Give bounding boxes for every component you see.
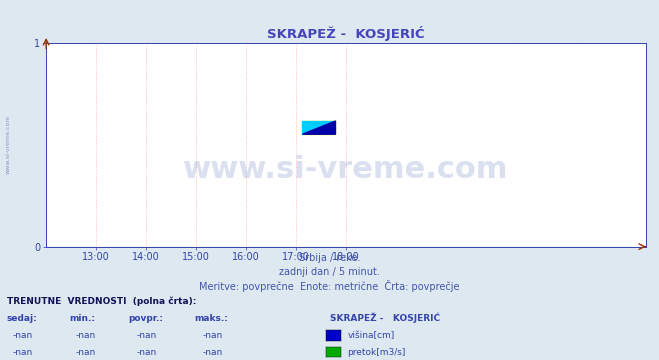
Text: -nan: -nan xyxy=(13,348,33,357)
Text: -nan: -nan xyxy=(76,348,96,357)
Bar xyxy=(302,121,335,134)
Text: Srbija / reke.: Srbija / reke. xyxy=(299,253,360,263)
Text: -nan: -nan xyxy=(136,348,156,357)
Text: -nan: -nan xyxy=(202,348,222,357)
Text: pretok[m3/s]: pretok[m3/s] xyxy=(347,348,406,357)
Text: www.si-vreme.com: www.si-vreme.com xyxy=(5,114,11,174)
Polygon shape xyxy=(302,121,335,134)
Polygon shape xyxy=(302,121,335,134)
Text: -nan: -nan xyxy=(202,331,222,340)
Text: Meritve: povprečne  Enote: metrične  Črta: povprečje: Meritve: povprečne Enote: metrične Črta:… xyxy=(199,280,460,292)
Text: min.:: min.: xyxy=(69,315,95,324)
Title: SKRAPEŽ -  KOSJERIĆ: SKRAPEŽ - KOSJERIĆ xyxy=(267,26,425,41)
Text: TRENUTNE  VREDNOSTI  (polna črta):: TRENUTNE VREDNOSTI (polna črta): xyxy=(7,297,196,306)
Text: -nan: -nan xyxy=(76,331,96,340)
Text: SKRAPEŽ -   KOSJERIĆ: SKRAPEŽ - KOSJERIĆ xyxy=(330,313,440,324)
Text: -nan: -nan xyxy=(136,331,156,340)
Text: -nan: -nan xyxy=(13,331,33,340)
Text: povpr.:: povpr.: xyxy=(129,315,163,324)
Text: maks.:: maks.: xyxy=(194,315,228,324)
Text: www.si-vreme.com: www.si-vreme.com xyxy=(183,155,509,184)
Text: sedaj:: sedaj: xyxy=(7,315,38,324)
Text: višina[cm]: višina[cm] xyxy=(347,331,395,340)
Text: zadnji dan / 5 minut.: zadnji dan / 5 minut. xyxy=(279,267,380,278)
